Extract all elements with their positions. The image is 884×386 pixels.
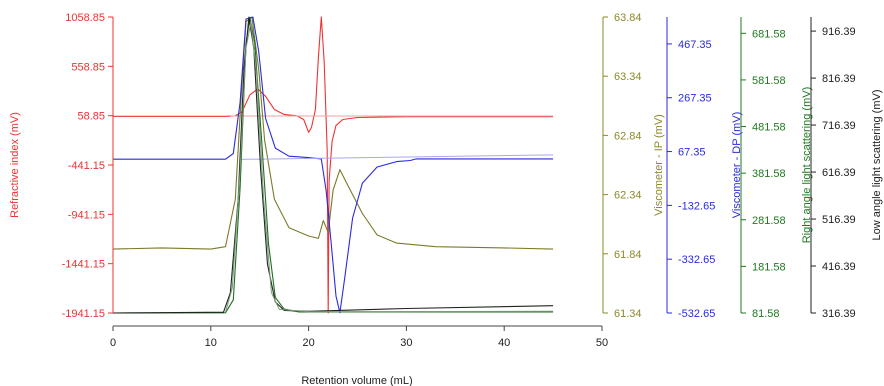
y-tick-label-lals: 616.39 xyxy=(822,167,856,179)
y-axis-title-dp: Viscometer - DP (mV) xyxy=(731,112,743,219)
y-axis-ip: 63.84 63.34 62.84 62.34 61.84 61.34 Viscometer… xyxy=(602,12,665,320)
y-tick-label-ip: 63.84 xyxy=(614,12,642,24)
y-tick-label-rals: 681.58 xyxy=(752,28,786,40)
y-tick-label-dp: 267.35 xyxy=(678,93,712,105)
y-axis-title-ri: Refractive index (mV) xyxy=(9,112,21,218)
y-tick-label-lals: 416.39 xyxy=(822,261,856,273)
y-tick-label-ip: 61.34 xyxy=(614,308,642,320)
y-tick-label-rals: 581.58 xyxy=(752,75,786,87)
y-tick-label-ip: 61.84 xyxy=(614,249,642,261)
x-tick-label: 50 xyxy=(596,337,608,349)
y-axis-rals: 681.58 581.58 481.58 381.58 281.58 181.58 81.5… xyxy=(740,17,813,320)
x-tick-label: 0 xyxy=(110,337,116,349)
y-tick-label-ip: 62.34 xyxy=(614,190,642,202)
y-tick-label-lals: 316.39 xyxy=(822,308,856,320)
y-tick-label-rals: 81.58 xyxy=(752,308,780,320)
y-tick-label-ri: -1441.15 xyxy=(62,259,105,271)
x-tick-label: 20 xyxy=(302,337,314,349)
y-tick-label-rals: 181.58 xyxy=(752,261,786,273)
series-line-lals-7 xyxy=(225,21,554,313)
x-axis-title: Retention volume (mL) xyxy=(301,375,412,386)
series-line-dp-4 xyxy=(240,154,554,160)
y-tick-label-lals: 816.39 xyxy=(822,73,856,85)
y-tick-label-rals: 381.58 xyxy=(752,168,786,180)
series-line-ri-0 xyxy=(113,16,554,314)
y-tick-label-lals: 516.39 xyxy=(822,214,856,226)
y-axis-title-ip: Viscometer - IP (mV) xyxy=(653,114,665,216)
y-tick-label-ri: 1058.85 xyxy=(65,12,105,24)
x-tick-label: 40 xyxy=(498,337,510,349)
y-tick-label-lals: 916.39 xyxy=(822,26,856,38)
x-tick-label: 10 xyxy=(205,337,217,349)
series-line-dp-3 xyxy=(113,16,554,314)
y-tick-label-ri: 58.85 xyxy=(77,111,105,123)
y-tick-label-ri: -441.15 xyxy=(68,160,105,172)
y-tick-label-dp: -332.65 xyxy=(678,254,715,266)
plot-area xyxy=(112,16,554,314)
y-tick-label-rals: 481.58 xyxy=(752,122,786,134)
y-tick-label-dp: 467.35 xyxy=(678,39,712,51)
y-axis-ri: 1058.85 558.85 58.85 -441.15 -941.15 -1441.15… xyxy=(9,12,114,320)
y-tick-label-dp: 67.35 xyxy=(678,147,706,159)
y-tick-label-dp: -532.65 xyxy=(678,308,715,320)
series-line-ip-2 xyxy=(112,16,554,250)
series-line-rals-5 xyxy=(112,16,554,314)
y-tick-label-ri: -941.15 xyxy=(68,209,105,221)
x-tick-label: 30 xyxy=(400,337,412,349)
y-tick-label-ip: 62.84 xyxy=(614,130,642,142)
y-axes: 1058.85 558.85 58.85 -441.15 -941.15 -1441.15… xyxy=(9,12,883,320)
x-axis: 0 10 20 30 40 50 xyxy=(110,325,608,349)
y-tick-label-lals: 716.39 xyxy=(822,120,856,132)
y-tick-label-ri: -1941.15 xyxy=(62,308,105,320)
y-axis-lals: 916.39 816.39 716.39 616.39 516.39 416.39 316.… xyxy=(810,17,883,320)
y-tick-label-dp: -132.65 xyxy=(678,200,715,212)
y-tick-label-ip: 63.34 xyxy=(614,71,642,83)
y-axis-dp: 467.35 267.35 67.35 -132.65 -332.65 -532.65 Vi… xyxy=(666,17,743,320)
y-axis-title-lals: Low angle light scattering (mV) xyxy=(871,89,883,240)
y-tick-label-rals: 281.58 xyxy=(752,215,786,227)
y-tick-label-ri: 558.85 xyxy=(71,61,105,73)
y-axis-title-rals: Right angle light scattering (mV) xyxy=(801,87,813,244)
